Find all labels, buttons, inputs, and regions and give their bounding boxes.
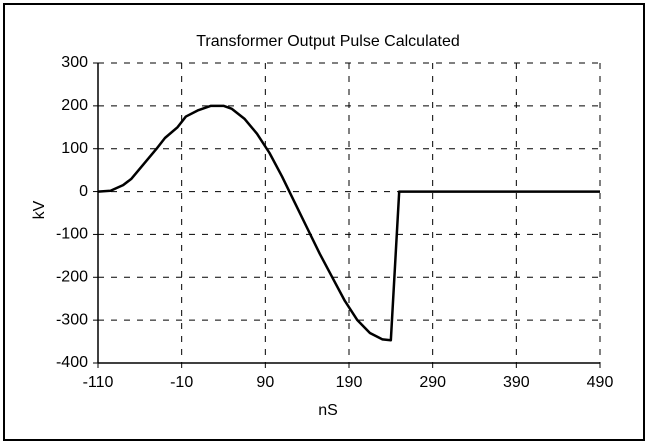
y-tick-label: -200 xyxy=(56,269,88,286)
y-tick-label: -300 xyxy=(56,311,88,328)
y-tick-label: 0 xyxy=(79,183,88,200)
y-tick-label: -100 xyxy=(56,226,88,243)
chart-title: Transformer Output Pulse Calculated xyxy=(196,33,460,50)
frame xyxy=(3,3,645,441)
x-tick-label: 190 xyxy=(336,374,363,391)
y-axis-label: kV xyxy=(31,200,48,219)
y-tick-label: 100 xyxy=(61,140,88,157)
x-tick-label: -110 xyxy=(83,374,114,391)
x-tick-label: 390 xyxy=(503,374,530,391)
y-tick-label: 300 xyxy=(61,54,88,71)
line xyxy=(97,104,600,342)
x-tick-label: 90 xyxy=(256,374,274,391)
y-tick-label: -400 xyxy=(56,354,88,371)
y-tick-label: 200 xyxy=(61,97,88,114)
x-tick-label: 290 xyxy=(419,374,446,391)
x-tick-label: 490 xyxy=(587,374,614,391)
x-tick-label: -10 xyxy=(170,374,193,391)
x-axis-label: nS xyxy=(318,402,338,419)
